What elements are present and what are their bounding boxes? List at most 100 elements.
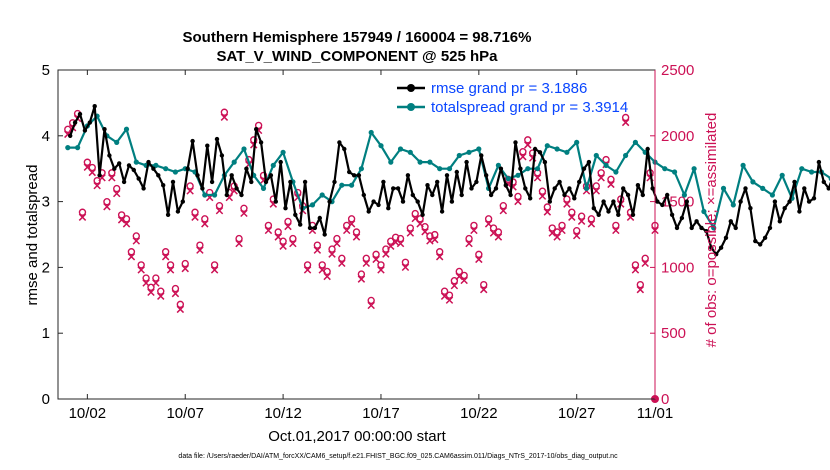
obs-assimilated-marker (347, 220, 356, 228)
obs-assimilated-marker (103, 203, 111, 211)
rmse-point (655, 199, 660, 204)
rmse-point (68, 133, 73, 138)
obs-assimilated-marker (641, 259, 649, 268)
rmse-point (738, 199, 743, 204)
obs-possible-marker (83, 158, 92, 166)
rmse-point (224, 192, 229, 198)
rmse-point (733, 225, 738, 231)
obs-possible-marker (573, 226, 581, 235)
totalspread-point (358, 166, 364, 172)
obs-assimilated-marker (587, 220, 596, 228)
rmse-point (366, 209, 371, 214)
x-tick-label: 10/07 (166, 405, 204, 422)
rmse-point (714, 252, 719, 257)
obs-assimilated-marker (445, 296, 454, 304)
obs-possible-marker (259, 171, 268, 180)
rmse-point (449, 199, 455, 204)
obs-assimilated-marker (303, 266, 312, 274)
rmse-point (391, 186, 396, 191)
rmse-point (268, 173, 274, 178)
totalspread-point (270, 162, 276, 168)
obs-possible-marker (171, 284, 180, 293)
rmse-point (302, 179, 308, 185)
chart-title-line2: SAT_V_WIND_COMPONENT @ 525 hPa (216, 48, 498, 65)
obs-assimilated-marker (396, 239, 405, 248)
obs-assimilated-marker (524, 141, 532, 149)
y-left-tick-label: 2 (42, 259, 50, 276)
x-tick-label: 10/27 (558, 405, 596, 422)
rmse-point (709, 245, 714, 250)
totalspread-point (750, 179, 756, 185)
rmse-point (278, 159, 283, 165)
rmse-point (351, 173, 357, 178)
rmse-point (474, 179, 479, 185)
totalspread-point (711, 225, 717, 231)
rmse-point (581, 166, 587, 171)
obs-possible-marker (352, 228, 361, 236)
totalspread-point (809, 169, 815, 175)
rmse-point (591, 206, 596, 211)
totalspread-point (505, 176, 511, 182)
obs-possible-marker (318, 261, 326, 269)
rmse-point (523, 186, 528, 191)
obs-possible-marker (338, 254, 346, 263)
obs-assimilated-marker (338, 259, 346, 268)
totalspread-point (65, 145, 71, 151)
obs-possible-marker (157, 287, 165, 295)
obs-possible-marker (161, 248, 170, 256)
rmse-point (141, 186, 146, 191)
y-left-tick-label: 0 (42, 391, 50, 408)
rmse-point (479, 153, 484, 158)
obs-possible-marker (460, 271, 468, 280)
obs-assimilated-marker (88, 168, 96, 177)
rmse-point (151, 166, 156, 171)
rmse-point (381, 179, 386, 185)
totalspread-point (760, 185, 766, 191)
rmse-point (621, 186, 626, 191)
obs-assimilated-marker (161, 253, 170, 261)
totalspread-point (564, 149, 570, 155)
rmse-point (596, 212, 601, 217)
obs-possible-marker (78, 208, 87, 216)
rmse-point (753, 238, 758, 244)
obs-possible-marker (88, 163, 96, 172)
totalspread-point (574, 139, 580, 145)
obs-assimilated-marker (93, 181, 101, 190)
rmse-point (430, 192, 435, 198)
rmse-point (175, 209, 181, 214)
y-left-tick-label: 4 (42, 128, 50, 145)
obs-possible-marker (641, 254, 649, 263)
x-tick-label: 10/22 (460, 405, 498, 422)
totalspread-point (554, 146, 560, 152)
rmse-point (337, 140, 342, 145)
rmse-point (273, 199, 278, 204)
obs-possible-marker (519, 148, 527, 156)
rmse-point (542, 159, 548, 165)
obs-possible-marker (323, 267, 331, 276)
obs-possible-marker (543, 203, 552, 211)
obs-possible-marker (117, 211, 126, 219)
rmse-point (782, 206, 787, 211)
obs-assimilated-marker (479, 285, 488, 294)
obs-assimilated-marker (362, 259, 371, 268)
totalspread-point (691, 166, 697, 172)
obs-assimilated-marker (328, 250, 336, 258)
obs-assimilated-marker (435, 253, 444, 261)
obs-possible-marker (284, 217, 292, 226)
obs-possible-marker (426, 232, 434, 240)
rmse-point (797, 209, 802, 214)
obs-assimilated-marker (563, 200, 571, 208)
obs-possible-marker (127, 248, 136, 256)
obs-possible-marker (191, 208, 199, 216)
rmse-point (435, 179, 440, 185)
obs-possible-marker (210, 261, 219, 269)
rmse-point (92, 104, 97, 109)
obs-assimilated-marker (460, 276, 468, 285)
x-tick-label: 10/12 (264, 405, 302, 422)
totalspread-point (339, 182, 345, 188)
totalspread-point (681, 192, 688, 198)
rmse-point (444, 173, 450, 178)
totalspread-point (309, 202, 316, 208)
obs-assimilated-marker (401, 263, 410, 271)
obs-assimilated-marker (235, 239, 243, 248)
